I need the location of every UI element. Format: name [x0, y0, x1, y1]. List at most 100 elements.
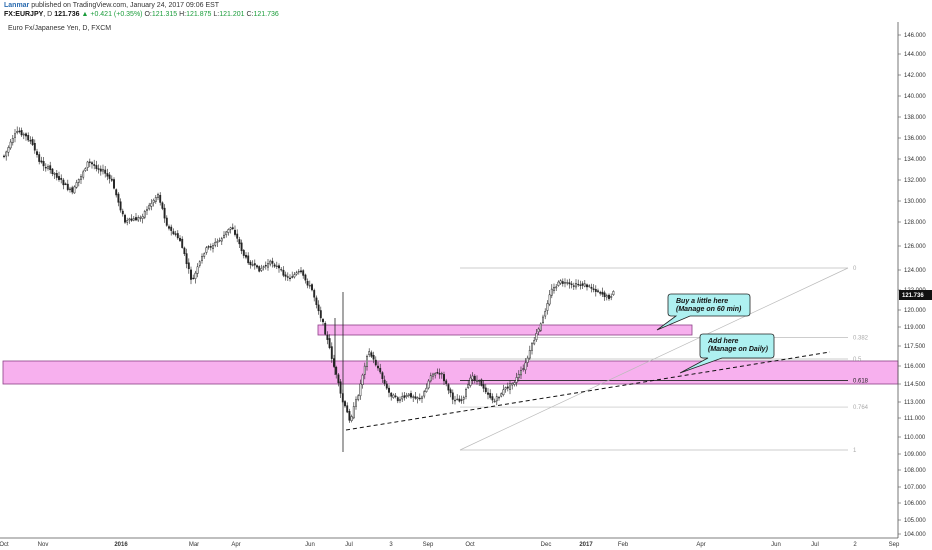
- low-value: 121.201: [219, 11, 245, 18]
- candle-body: [150, 203, 153, 207]
- candle-body: [311, 284, 313, 291]
- time-tick-label: Apr: [231, 542, 240, 548]
- candle-body: [432, 373, 434, 377]
- candle-body: [544, 311, 547, 317]
- candle-body: [370, 352, 373, 357]
- callout-add[interactable]: Add here(Manage on Daily): [679, 333, 775, 374]
- candle-body: [108, 174, 111, 179]
- candle-body: [73, 186, 76, 194]
- candle-body: [163, 207, 166, 219]
- chart-title: Euro Fx/Japanese Yen, D, FXCM: [8, 25, 112, 32]
- candle-body: [568, 282, 571, 285]
- time-tick-label: Jun: [771, 542, 781, 548]
- author-link[interactable]: Lanmar: [4, 2, 30, 9]
- candle-body: [513, 382, 516, 385]
- candle-body: [328, 338, 331, 348]
- candle-body: [31, 139, 34, 145]
- candle-body: [168, 226, 170, 229]
- symbol-bar: FX:EURJPY, D 121.736 ▲ +0.421 (+0.35%) O…: [4, 11, 279, 18]
- candle-body: [557, 281, 560, 286]
- price-tick-label: 108.000: [904, 468, 926, 474]
- candle-body: [438, 373, 441, 375]
- candle-body: [509, 383, 511, 390]
- candle-body: [198, 261, 201, 266]
- candle-body: [264, 265, 267, 267]
- candle-body: [460, 399, 463, 401]
- upper-zone[interactable]: [317, 324, 693, 336]
- price-tick-label: 144.000: [904, 52, 926, 58]
- candle-body: [344, 401, 346, 407]
- candle-body: [115, 189, 118, 196]
- price-tick-label: 114.500: [904, 382, 926, 388]
- candle-body: [49, 165, 52, 170]
- price-tick-label: 132.000: [904, 178, 926, 184]
- candle-body: [205, 247, 208, 253]
- open-value: 121.315: [151, 11, 178, 18]
- candle-body: [577, 283, 580, 286]
- candle-body: [220, 238, 223, 242]
- candle-body: [47, 166, 49, 169]
- candle-body: [561, 281, 564, 284]
- time-tick-label: Oct: [0, 542, 9, 548]
- candle-body: [286, 276, 289, 278]
- candle-body: [392, 394, 395, 398]
- candle-body: [249, 261, 252, 266]
- candle-body: [11, 138, 14, 143]
- candle-body: [58, 176, 60, 180]
- candle-body: [524, 362, 527, 371]
- callout-text-line1: Buy a little here: [676, 298, 728, 305]
- candle-body: [51, 168, 54, 174]
- time-tick-label: Apr: [696, 542, 705, 548]
- candle-body: [247, 255, 250, 264]
- fib-level-label: 1: [853, 448, 857, 454]
- candle-body: [407, 393, 410, 397]
- change: +0.421 (+0.35%): [90, 11, 143, 18]
- candle-body: [597, 290, 599, 292]
- trendline[interactable]: [345, 351, 831, 431]
- candle-body: [374, 359, 377, 366]
- symbol-name[interactable]: FX:EURJPY: [4, 11, 44, 18]
- price-tick-label: 142.000: [904, 73, 926, 79]
- candle-body: [412, 396, 415, 398]
- candle-body: [394, 395, 397, 397]
- candle-body: [86, 161, 89, 168]
- candle-body: [110, 178, 113, 181]
- candle-body: [181, 238, 184, 248]
- price-tick-label: 106.000: [904, 501, 926, 507]
- candle-body: [473, 375, 476, 381]
- candle-body: [238, 239, 241, 245]
- candle-body: [143, 210, 146, 218]
- candle-body: [337, 374, 340, 384]
- candle-body: [121, 210, 124, 215]
- candle-body: [476, 379, 478, 382]
- candle-body: [399, 399, 401, 401]
- candle-body: [146, 209, 148, 211]
- candle-body: [214, 241, 217, 246]
- time-tick-label: 2017: [579, 542, 593, 548]
- publish-info: Lanmar published on TradingView.com, Jan…: [4, 2, 219, 9]
- candle-body: [154, 197, 157, 202]
- candle-body: [469, 377, 472, 386]
- candle-body: [262, 266, 265, 268]
- callout-buy[interactable]: Buy a little here(Manage on 60 min): [656, 293, 751, 331]
- price-tick-label: 146.000: [904, 33, 926, 39]
- candle-body: [75, 182, 78, 188]
- candle-body: [20, 130, 23, 136]
- candle-body: [29, 140, 32, 142]
- candle-body: [522, 368, 525, 370]
- candle-body: [271, 260, 274, 264]
- candle-body: [258, 266, 261, 272]
- candle-body: [381, 372, 384, 379]
- candle-body: [236, 233, 239, 239]
- candle-body: [388, 387, 390, 393]
- candle-body: [297, 271, 300, 273]
- candle-body: [62, 179, 65, 186]
- high-value: 121.875: [186, 11, 212, 18]
- fib-level-label: 0.5: [853, 357, 862, 363]
- candle-body: [555, 286, 558, 289]
- candle-body: [55, 173, 58, 178]
- candle-body: [511, 383, 514, 386]
- candle-body: [355, 399, 357, 407]
- candle-body: [498, 396, 500, 399]
